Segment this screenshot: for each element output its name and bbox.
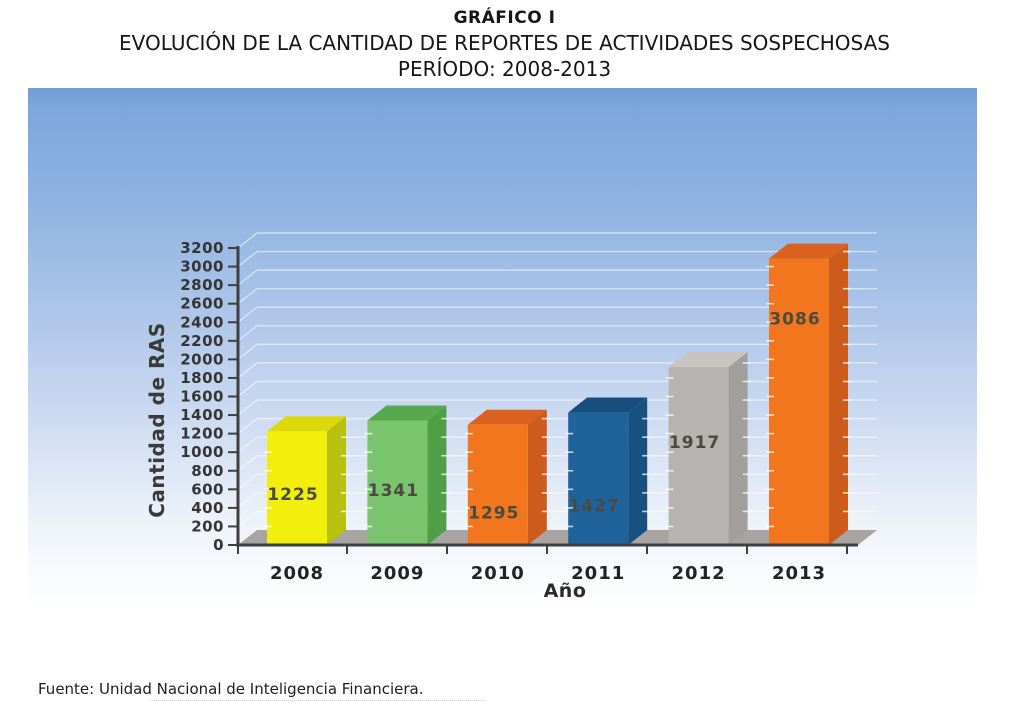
bar-top-face (568, 397, 648, 413)
gridline (237, 232, 877, 249)
scan-artifact-line (150, 700, 485, 701)
y-tick-label: 2200 (180, 332, 224, 350)
bar-top-face (769, 243, 848, 259)
bar-front-face (568, 412, 629, 545)
y-tick-label: 800 (191, 462, 224, 480)
source-note: Fuente: Unidad Nacional de Inteligencia … (38, 680, 424, 698)
y-tick-label: 1000 (180, 443, 224, 461)
bar-value-label: 1917 (669, 433, 720, 453)
y-tick-label: 1400 (180, 406, 224, 424)
bar-value-label: 1427 (569, 496, 620, 516)
bar-front-face (467, 424, 528, 545)
bar-2009: 1341 (364, 405, 450, 545)
gridline (237, 325, 877, 342)
gridline (237, 343, 877, 360)
y-tick-label: 1800 (180, 369, 224, 387)
bar-2008: 1225 (264, 416, 349, 545)
y-tick-label: 600 (191, 480, 224, 498)
gridline (237, 306, 877, 323)
bar-value-label: 1295 (468, 504, 519, 524)
x-axis-ticks: 2008 2009 2010 2011 2012 2013 (237, 546, 848, 584)
bar-top-face (367, 405, 447, 421)
y-tick-label: 3200 (180, 239, 224, 257)
bar-side-face (829, 243, 848, 545)
x-category-label: 2011 (571, 563, 625, 584)
bar-side-face (427, 405, 447, 545)
y-tick-label: 200 (191, 517, 224, 535)
y-tick-label: 2400 (180, 313, 224, 331)
bar-front-face (267, 431, 327, 545)
gridline (237, 362, 877, 379)
bar-front-face (367, 420, 428, 545)
x-axis-title: Año (543, 580, 587, 602)
page-period: PERÍODO: 2008-2013 (397, 57, 612, 81)
y-tick-label: 1200 (180, 425, 224, 443)
bar-front-face (668, 367, 729, 545)
gridline (237, 250, 877, 268)
y-tick-label: 2800 (180, 276, 224, 294)
bar-top-face (668, 352, 748, 368)
y-tick-label: 400 (191, 499, 224, 517)
chart-title-block: GRÁFICO I EVOLUCIÓN DE LA CANTIDAD DE RE… (0, 6, 1009, 82)
bar-value-label: 1341 (368, 481, 419, 501)
bar-front-face (769, 258, 829, 545)
bar-side-face (628, 397, 648, 545)
bar-2011: 1427 (565, 397, 651, 545)
x-category-label: 2008 (270, 563, 324, 584)
bar-side-face (327, 416, 346, 545)
page-title: GRÁFICO I (453, 8, 556, 28)
gridline (237, 287, 877, 305)
x-category-label: 2010 (471, 563, 525, 584)
y-tick-label: 0 (213, 536, 224, 554)
y-axis-ticks: 0200400600800100012001400160018002000220… (180, 239, 238, 554)
bar-top-face (467, 409, 547, 425)
gridline (237, 269, 877, 286)
y-tick-label: 1600 (180, 388, 224, 406)
y-tick-label: 2600 (180, 295, 224, 313)
x-category-label: 2013 (772, 563, 826, 584)
bar-2013: 3086 (766, 243, 851, 545)
bar-value-label: 1225 (267, 485, 318, 505)
x-category-label: 2009 (370, 563, 424, 584)
y-axis-title: Cantidad de RAS (145, 322, 169, 518)
page-subtitle: EVOLUCIÓN DE LA CANTIDAD DE REPORTES DE … (119, 31, 890, 55)
bar-side-face (527, 409, 547, 545)
bar-2012: 1917 (665, 352, 751, 545)
x-category-label: 2012 (672, 563, 726, 584)
y-tick-label: 3000 (180, 258, 224, 276)
bar-2010: 1295 (464, 409, 550, 545)
bar-top-face (267, 416, 346, 432)
bar-value-label: 3086 (769, 310, 820, 330)
y-tick-label: 2000 (180, 350, 224, 368)
